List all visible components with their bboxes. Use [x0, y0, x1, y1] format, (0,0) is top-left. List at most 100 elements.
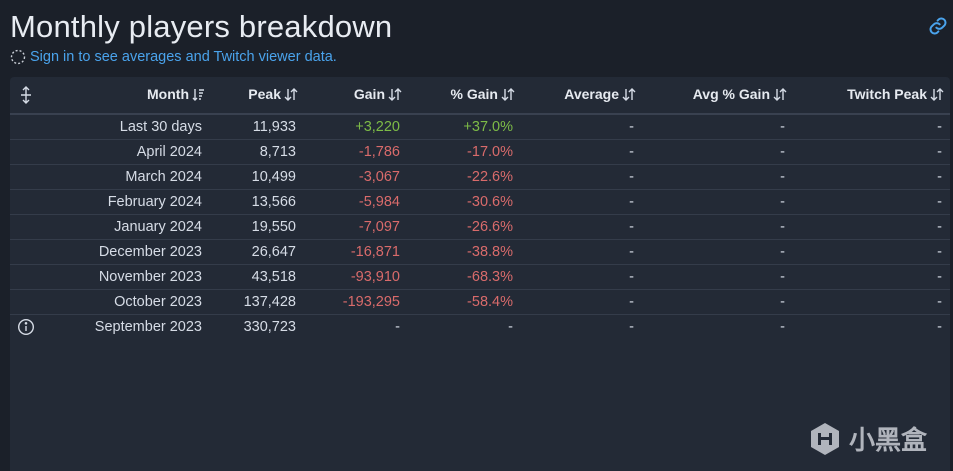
table-row: March 2024 10,499 -3,067 -22.6% - - - — [10, 164, 950, 190]
cell-twitch-peak: - — [937, 318, 942, 335]
signin-link[interactable]: Sign in to see averages and Twitch viewe… — [30, 49, 337, 65]
cell-pct-gain: -17.0% — [408, 139, 521, 165]
cell-pct-gain: -30.6% — [408, 189, 521, 215]
cell-pct-gain: -68.3% — [408, 264, 521, 290]
cell-peak: 8,713 — [210, 139, 304, 165]
cell-gain: -3,067 — [304, 164, 408, 190]
table-row: November 2023 43,518 -93,910 -68.3% - - - — [10, 264, 950, 290]
row-icon-cell — [10, 189, 44, 215]
table-row: September 2023 330,723 - - - - - — [10, 314, 950, 339]
cell-twitch-peak: - — [793, 114, 950, 140]
table-header-row: Month Peak Gain % Gain Average Avg % Gai… — [10, 77, 950, 115]
cell-average: - — [629, 318, 634, 335]
cell-avg-pct-gain: - — [642, 214, 793, 240]
cell-pct-gain: -26.6% — [408, 214, 521, 240]
cell-month: September 2023 — [94, 318, 202, 335]
cell-month: Last 30 days — [44, 114, 210, 140]
sort-icon — [284, 88, 298, 104]
column-header-average[interactable]: Average — [521, 77, 642, 115]
row-icon-cell[interactable] — [10, 314, 44, 339]
info-icon[interactable] — [17, 318, 35, 336]
cell-peak: 13,566 — [210, 189, 304, 215]
cell-month: March 2024 — [44, 164, 210, 190]
cell-average: - — [521, 214, 642, 240]
cell-average: - — [521, 289, 642, 315]
sort-icon — [622, 88, 636, 104]
cell-gain: -193,295 — [304, 289, 408, 315]
cell-month: January 2024 — [44, 214, 210, 240]
link-icon[interactable] — [928, 16, 948, 36]
expand-vertical-icon[interactable] — [17, 86, 35, 104]
cell-twitch-peak: - — [793, 264, 950, 290]
column-header-gain[interactable]: Gain — [304, 77, 408, 115]
cell-average: - — [521, 164, 642, 190]
sort-icon — [501, 88, 515, 104]
cell-avg-pct-gain: - — [642, 114, 793, 140]
row-icon-cell — [10, 114, 44, 140]
cell-peak: 43,518 — [210, 264, 304, 290]
column-header-peak[interactable]: Peak — [210, 77, 304, 115]
cell-avg-pct-gain: - — [642, 164, 793, 190]
cell-gain: -16,871 — [304, 239, 408, 265]
table-row: Last 30 days 11,933 +3,220 +37.0% - - - — [10, 114, 950, 140]
row-icon-cell — [10, 289, 44, 315]
cell-gain: -5,984 — [304, 189, 408, 215]
cell-avg-pct-gain: - — [642, 189, 793, 215]
cell-gain: +3,220 — [304, 114, 408, 140]
cell-peak: 330,723 — [243, 318, 296, 335]
column-header-month[interactable]: Month — [44, 77, 210, 115]
table-row: December 2023 26,647 -16,871 -38.8% - - - — [10, 239, 950, 265]
table-row: October 2023 137,428 -193,295 -58.4% - - - — [10, 289, 950, 315]
cell-twitch-peak: - — [793, 164, 950, 190]
cell-avg-pct-gain: - — [642, 139, 793, 165]
cell-peak: 19,550 — [210, 214, 304, 240]
column-header-twitch-peak[interactable]: Twitch Peak — [793, 77, 950, 115]
cell-pct-gain: -38.8% — [408, 239, 521, 265]
row-icon-cell — [10, 239, 44, 265]
cell-gain: - — [395, 318, 400, 335]
sort-icon — [930, 88, 944, 104]
heybox-logo-icon — [810, 422, 839, 455]
cell-average: - — [521, 114, 642, 140]
cell-peak: 11,933 — [210, 114, 304, 140]
sort-icon — [773, 88, 787, 104]
cell-avg-pct-gain: - — [780, 318, 785, 335]
cell-month: December 2023 — [44, 239, 210, 265]
signin-notice: Sign in to see averages and Twitch viewe… — [10, 48, 337, 66]
column-header-pct-gain[interactable]: % Gain — [408, 77, 521, 115]
column-header-avg-pct-gain[interactable]: Avg % Gain — [642, 77, 793, 115]
cell-average: - — [521, 239, 642, 265]
table-row: January 2024 19,550 -7,097 -26.6% - - - — [10, 214, 950, 240]
cell-gain: -1,786 — [304, 139, 408, 165]
cell-avg-pct-gain: - — [642, 264, 793, 290]
cell-twitch-peak: - — [793, 139, 950, 165]
cell-average: - — [521, 139, 642, 165]
watermark-text: 小黑盒 — [848, 426, 927, 456]
breakdown-panel: Month Peak Gain % Gain Average Avg % Gai… — [10, 77, 950, 471]
cell-twitch-peak: - — [793, 214, 950, 240]
row-icon-cell — [10, 264, 44, 290]
cell-month: February 2024 — [44, 189, 210, 215]
cell-twitch-peak: - — [793, 289, 950, 315]
cell-pct-gain: - — [508, 318, 513, 335]
loading-circle-icon — [10, 49, 26, 65]
sort-icon — [388, 88, 402, 104]
cell-avg-pct-gain: - — [642, 239, 793, 265]
row-icon-cell — [10, 214, 44, 240]
row-icon-cell — [10, 164, 44, 190]
cell-twitch-peak: - — [793, 239, 950, 265]
table-row: February 2024 13,566 -5,984 -30.6% - - - — [10, 189, 950, 215]
cell-average: - — [521, 189, 642, 215]
cell-pct-gain: -22.6% — [408, 164, 521, 190]
table-body: Last 30 days 11,933 +3,220 +37.0% - - - April 2… — [10, 114, 950, 339]
cell-peak: 10,499 — [210, 164, 304, 190]
cell-pct-gain: +37.0% — [408, 114, 521, 140]
cell-gain: -7,097 — [304, 214, 408, 240]
cell-month: October 2023 — [44, 289, 210, 315]
expand-header[interactable] — [10, 77, 44, 115]
cell-gain: -93,910 — [304, 264, 408, 290]
cell-pct-gain: -58.4% — [408, 289, 521, 315]
cell-peak: 26,647 — [210, 239, 304, 265]
cell-month: April 2024 — [44, 139, 210, 165]
